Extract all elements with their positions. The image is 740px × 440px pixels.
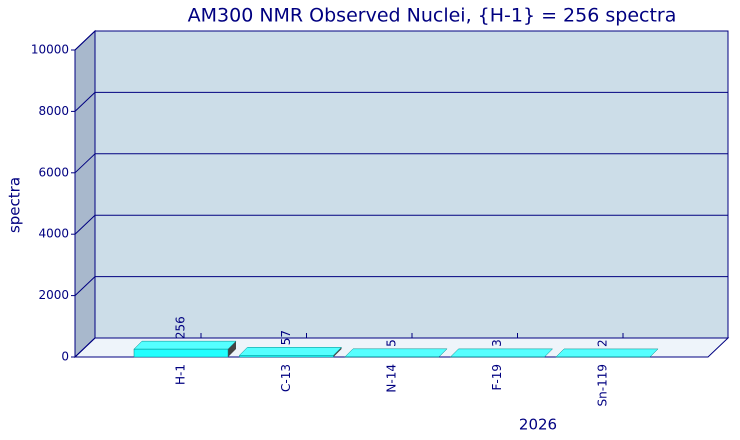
grid-line (74, 30, 96, 51)
grid-line (74, 276, 96, 296)
x-tick-label: N-14 (385, 364, 399, 393)
x-tick-label: Sn-119 (596, 364, 610, 406)
x-axis-label: 2026 (519, 416, 557, 434)
bar (239, 355, 334, 358)
x-tick-label: C-13 (279, 364, 293, 392)
chart-title: AM300 NMR Observed Nuclei, {H-1} = 256 s… (188, 5, 677, 27)
bar-top (238, 347, 343, 356)
value-label: 57 (279, 330, 293, 345)
grid-line (74, 92, 96, 112)
grid-line (74, 337, 96, 358)
left-wall (74, 29, 96, 359)
grid-line (74, 153, 96, 174)
back-wall (94, 30, 729, 339)
y-tick-label: 2000 (38, 288, 69, 302)
y-tick-label: 0 (61, 350, 69, 364)
y-tick-label: 4000 (38, 227, 69, 241)
bar-side (228, 341, 236, 357)
value-label: 256 (174, 316, 188, 339)
value-label: 3 (490, 339, 504, 347)
y-tick-label: 8000 (38, 104, 69, 118)
x-tick-label: H-1 (174, 364, 188, 385)
x-tick-label: F-19 (490, 364, 504, 391)
grid-line (74, 214, 96, 235)
bar-top (555, 348, 659, 358)
bar (133, 348, 229, 358)
y-tick-label: 6000 (38, 165, 69, 179)
bar-side (333, 347, 342, 357)
y-axis-label: spectra (6, 177, 24, 233)
bar-top (133, 340, 237, 350)
bar-top (449, 348, 554, 358)
bar-top (344, 348, 448, 358)
y-tick-label: 10000 (31, 43, 69, 57)
value-label: 5 (385, 339, 399, 347)
value-label: 2 (596, 339, 610, 347)
